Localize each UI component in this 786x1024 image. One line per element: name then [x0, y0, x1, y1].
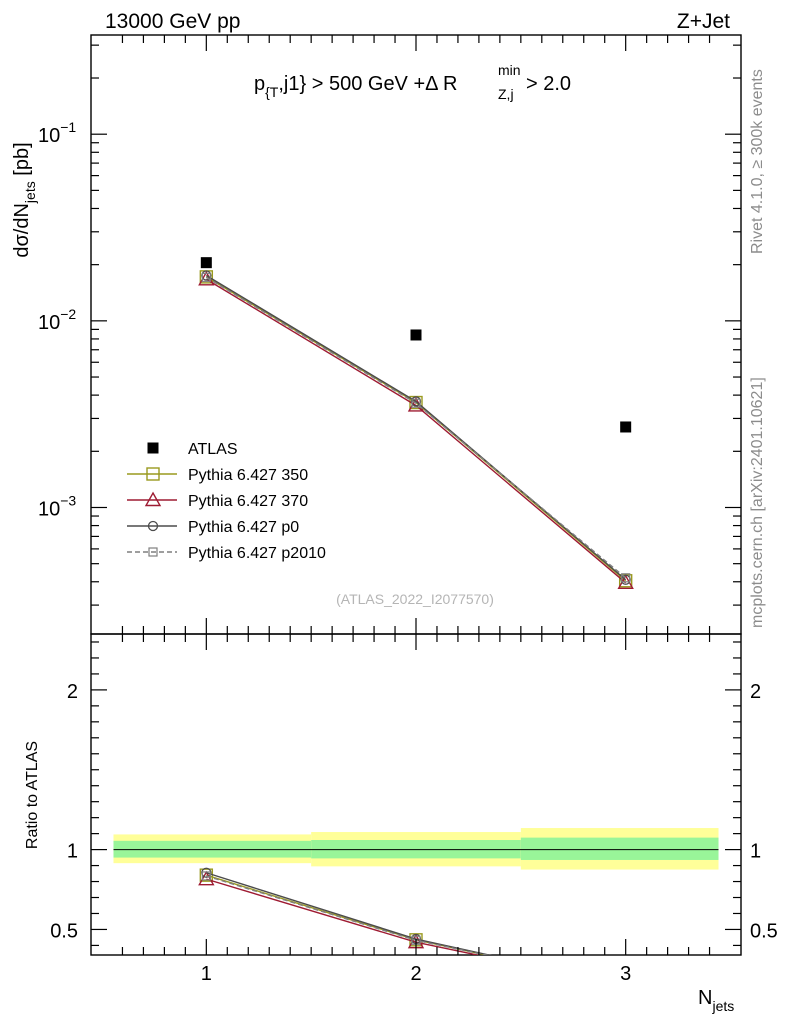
legend-label-p2010: Pythia 6.427 p2010	[188, 545, 326, 562]
title-r-sup: min	[498, 62, 521, 78]
xlabel-sub: jets	[711, 998, 734, 1014]
atlas-point-2	[410, 329, 422, 341]
ylabel-main-sub: jets	[22, 181, 38, 204]
legend-label-atlas: ATLAS	[188, 441, 238, 458]
legend-marker-atlas	[147, 442, 159, 454]
title-tail: > 2.0	[526, 73, 571, 95]
atlas-point-3	[620, 421, 632, 433]
main-ytick-label-3: 10−3	[38, 492, 76, 520]
band-inner-3	[520, 837, 719, 860]
legend: ATLAS Pythia 6.427 350 Pythia 6.427 370 Pyt…	[127, 441, 326, 562]
rivet-version-label: Rivet 4.1.0, ≥ 300k events	[749, 69, 766, 254]
main-ytick-base: 10	[38, 312, 60, 334]
legend-label-p0: Pythia 6.427 p0	[188, 519, 299, 536]
main-point-p2010-2	[411, 398, 421, 408]
ratio-ytick-label-right-3: 2	[750, 681, 761, 703]
legend-item-p370: Pythia 6.427 370	[127, 491, 308, 510]
ratio-plot-frame	[90, 633, 742, 956]
ratio-point-p2010-1	[201, 871, 211, 881]
x-axis-label: Njets	[698, 987, 734, 1014]
legend-item-p0: Pythia 6.427 p0	[127, 519, 299, 536]
ylabel-main-post: [pb]	[11, 142, 33, 181]
legend-label-p350: Pythia 6.427 350	[188, 467, 308, 484]
legend-marker-p2010	[148, 547, 158, 557]
ratio-y-axis-label: Ratio to ATLAS	[24, 741, 41, 849]
ylabel-main-pre: dσ/dN	[11, 203, 33, 258]
ratio-ytick-label-left-3: 2	[67, 681, 78, 703]
xlabel-pre: N	[698, 987, 712, 1009]
main-ytick-exp: −3	[60, 492, 76, 508]
legend-item-p350: Pythia 6.427 350	[127, 467, 308, 484]
main-line-p2010	[205, 276, 627, 579]
plot-title: p{T,j1} > 500 GeV +Δ R	[254, 73, 457, 100]
legend-label-p370: Pythia 6.427 370	[188, 493, 308, 510]
title-r-sub: Z,j	[498, 86, 514, 102]
analysis-label: (ATLAS_2022_I2077570)	[336, 591, 494, 607]
main-line-p370	[205, 278, 627, 584]
mcplots-label: mcplots.cern.ch [arXiv:2401.10621]	[749, 377, 766, 628]
xtick-label-3: 3	[620, 963, 631, 985]
atlas-point-1	[200, 257, 212, 269]
main-y-axis-label: dσ/dNjets [pb]	[11, 142, 38, 257]
main-series	[198, 257, 634, 589]
collision-label: 13000 GeV pp	[105, 10, 240, 33]
ratio-uncertainty-bands	[113, 828, 719, 870]
svg-text:dσ/dNjets [pb]: dσ/dNjets [pb]	[11, 142, 38, 257]
process-label: Z+Jet	[677, 10, 730, 33]
legend-item-atlas: ATLAS	[147, 441, 238, 458]
main-ytick-base: 10	[38, 498, 60, 520]
main-ytick-exp: −2	[60, 306, 76, 322]
ratio-ytick-label-right-1: 0.5	[750, 920, 778, 942]
legend-marker-p370	[144, 491, 162, 507]
legend-marker-p0	[147, 520, 159, 532]
title-mid: ,j1} > 500 GeV +Δ R	[278, 73, 457, 95]
main-point-p2010-3	[621, 573, 631, 583]
xtick-label-1: 1	[201, 963, 212, 985]
main-ytick-label-2: 10−2	[38, 306, 76, 334]
legend-item-p2010: Pythia 6.427 p2010	[127, 545, 326, 562]
legend-marker-p350	[146, 467, 160, 481]
main-point-p2010-1	[201, 272, 211, 282]
main-ytick-label-1: 10−1	[38, 119, 76, 147]
ratio-ytick-label-left-2: 1	[67, 841, 78, 863]
ratio-ytick-label-right-2: 1	[750, 841, 761, 863]
main-ytick-exp: −1	[60, 119, 76, 135]
xtick-label-2: 2	[410, 963, 421, 985]
main-ytick-base: 10	[38, 125, 60, 147]
ratio-ytick-label-left-1: 0.5	[50, 920, 78, 942]
title-p: p	[254, 73, 265, 95]
axis-ticks: 10−110−210−30.5 0.51 12 21 2 3	[38, 35, 778, 985]
title-p-sub: {T	[265, 84, 279, 100]
